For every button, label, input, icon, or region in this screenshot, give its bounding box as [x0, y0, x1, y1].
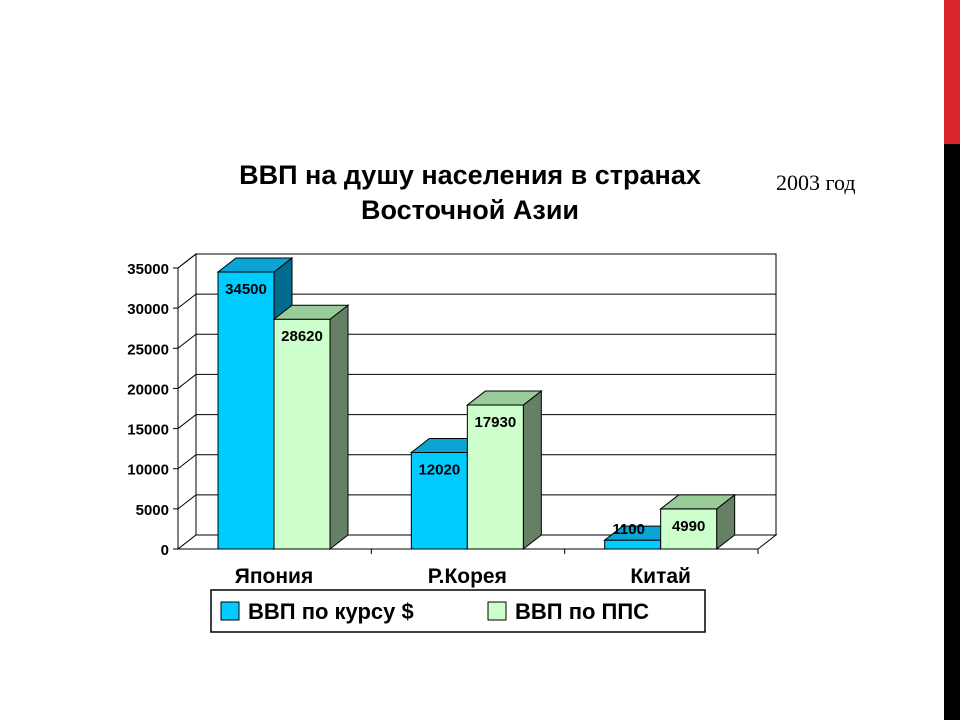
bar-side	[522, 390, 542, 551]
plot-side-wall	[177, 252, 197, 551]
y-tick-label: 25000	[127, 341, 169, 358]
data-label: 34500	[225, 281, 267, 298]
bar-top	[216, 257, 294, 273]
bar	[410, 451, 468, 550]
bar	[273, 318, 331, 550]
chart-title: ВВП на душу населения в странах Восточно…	[150, 158, 790, 228]
bar-top	[659, 494, 737, 510]
legend-swatch	[487, 601, 507, 621]
y-tick-label: 0	[161, 542, 169, 559]
gridline	[177, 253, 776, 269]
y-tick-label: 10000	[127, 462, 169, 479]
x-category-label: Китай	[630, 565, 691, 588]
data-label: 1100	[612, 521, 645, 538]
bar-top	[272, 304, 350, 320]
y-tick-label: 5000	[136, 502, 169, 519]
year-note: 2003 год	[776, 170, 856, 195]
y-tick-label: 15000	[127, 422, 169, 439]
bar	[466, 404, 524, 550]
accent-bar-red	[944, 0, 960, 144]
data-label: 28620	[281, 328, 323, 345]
x-category-label: Япония	[235, 565, 313, 588]
legend-box	[210, 589, 706, 633]
data-label: 17930	[474, 414, 516, 431]
gridline	[177, 414, 776, 429]
gridline	[177, 494, 776, 510]
y-tick-label: 35000	[127, 261, 169, 278]
data-label: 4990	[672, 518, 705, 535]
chart-title-line-2: Восточной Азии	[360, 195, 580, 225]
gridline	[177, 454, 776, 470]
data-label: 12020	[418, 461, 460, 478]
bar-top	[465, 390, 543, 406]
gridline	[177, 373, 776, 389]
legend-label: ВВП по курсу $	[248, 599, 414, 624]
y-tick-label: 20000	[127, 381, 169, 398]
bar-side	[329, 304, 349, 551]
legend-swatch	[220, 601, 240, 621]
legend-label: ВВП по ППС	[515, 599, 649, 624]
bar	[660, 508, 718, 550]
gridline	[177, 333, 776, 349]
x-category-label: Р.Корея	[428, 565, 507, 588]
bar	[604, 539, 662, 550]
accent-bar-black	[944, 144, 960, 720]
gridline	[177, 293, 776, 309]
y-tick-label: 30000	[127, 301, 169, 318]
chart-title-line-1: ВВП на душу населения в странах	[239, 160, 701, 190]
bar	[217, 271, 275, 550]
